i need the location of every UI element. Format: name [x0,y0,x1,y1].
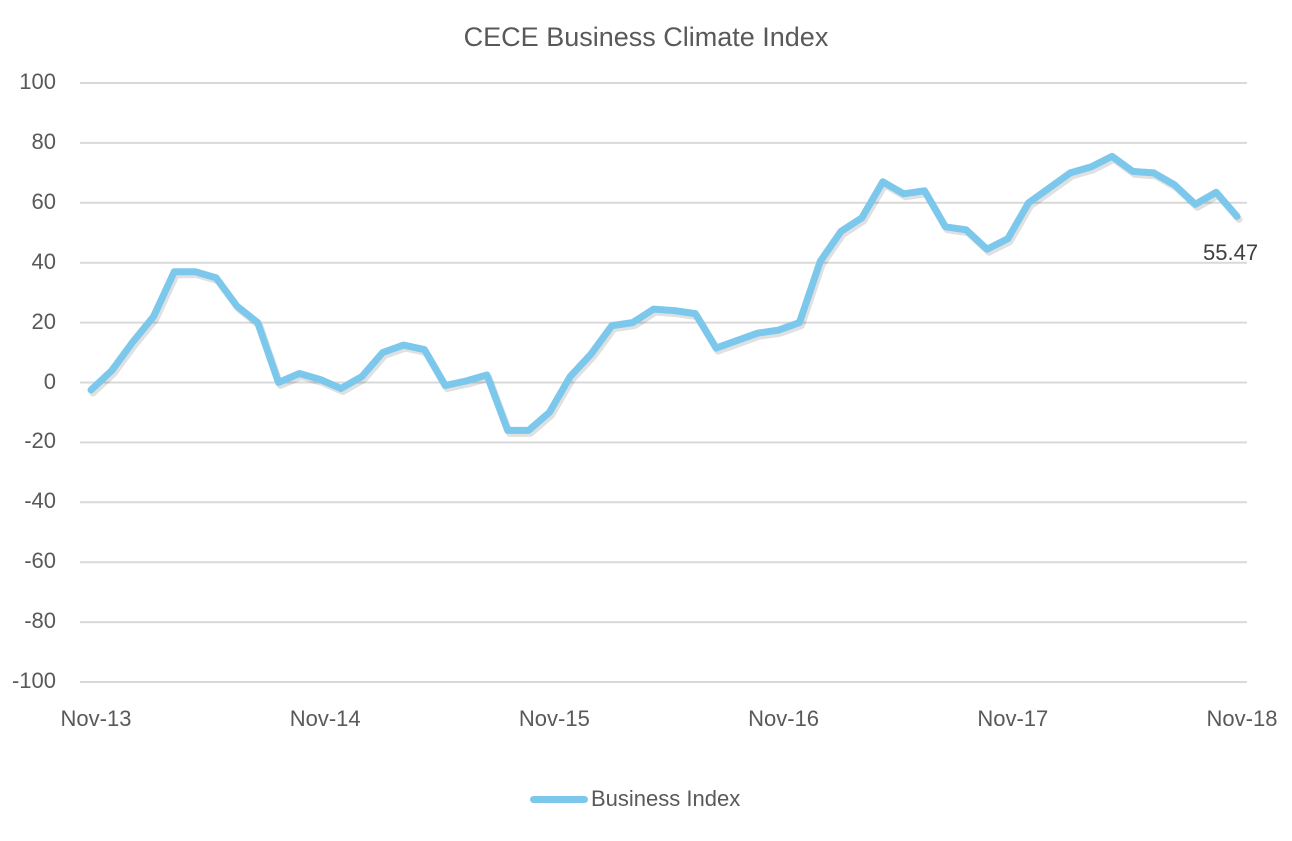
y-tick-label: 0 [43,368,56,394]
y-tick-label: 20 [31,308,56,334]
y-tick-label: 60 [31,188,56,214]
y-tick-label: 40 [31,248,56,274]
y-tick-label: -100 [11,668,56,693]
y-tick-label: -60 [24,548,56,574]
legend-line-swatch-icon [530,795,588,803]
series-line-business-index [87,152,1243,437]
y-tick-label: -40 [24,488,56,514]
last-value-label: 55.47 [1203,240,1259,265]
x-tick-label: Nov-16 [748,706,820,731]
x-tick-label: Nov-15 [518,706,590,731]
y-tick-label: 100 [19,69,56,94]
x-tick-label: Nov-18 [1206,706,1278,731]
x-tick-label: Nov-14 [289,706,361,731]
x-tick-label: Nov-13 [60,706,132,731]
legend-label: Business Index [591,786,741,811]
gridlines [80,82,1247,683]
y-tick-label: 80 [31,128,56,154]
x-tick-label: Nov-17 [977,706,1049,731]
y-tick-label: -80 [24,608,56,634]
y-tick-label: -20 [24,428,56,454]
chart-title: CECE Business Climate Index [463,22,829,52]
legend: Business Index [530,786,740,812]
